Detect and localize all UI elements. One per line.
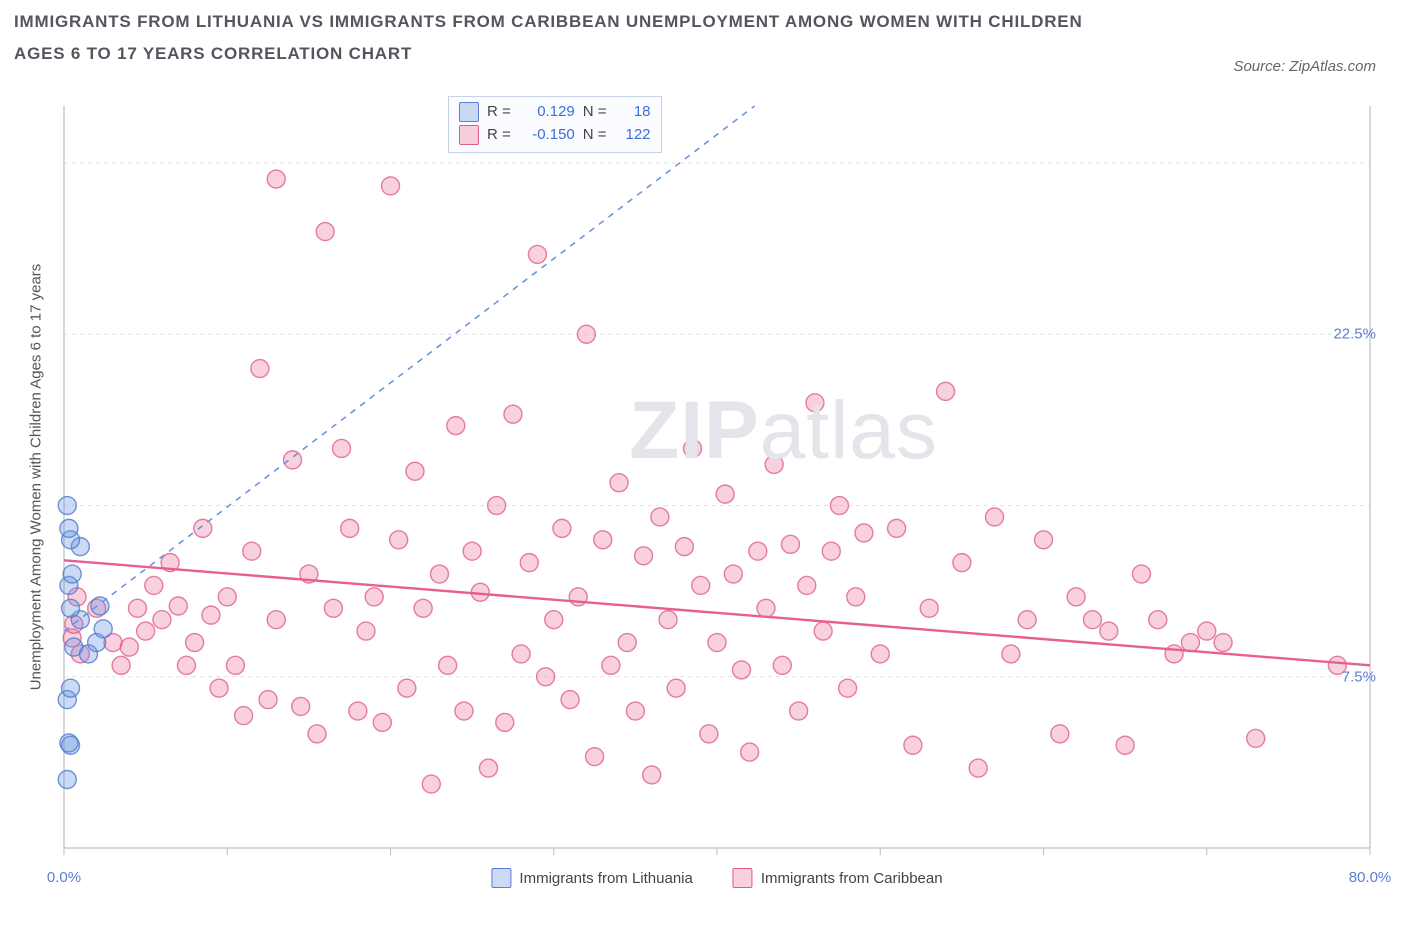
legend-item-lithuania: Immigrants from Lithuania [491,868,692,888]
r-label: R = [487,101,511,124]
legend-row-lithuania: R = 0.129 N = 18 [459,101,651,124]
y-tick-label: 22.5% [1333,326,1376,343]
y-tick-label: 7.5% [1342,668,1376,685]
correlation-legend: R = 0.129 N = 18 R = -0.150 N = 122 [448,96,662,153]
r-label: R = [487,124,511,147]
series-legend: Immigrants from Lithuania Immigrants fro… [491,868,942,888]
chart-title: IMMIGRANTS FROM LITHUANIA VS IMMIGRANTS … [14,6,1094,71]
y-axis-label: Unemployment Among Women with Children A… [28,264,45,691]
n-label: N = [583,124,607,147]
source-attribution: Source: ZipAtlas.com [1233,58,1376,75]
swatch-lithuania [459,102,479,122]
r-value-caribbean: -0.150 [519,124,575,147]
scatter-plot [52,96,1382,858]
n-label: N = [583,101,607,124]
n-value-caribbean: 122 [615,124,651,147]
legend-label-lithuania: Immigrants from Lithuania [519,870,692,887]
legend-label-caribbean: Immigrants from Caribbean [761,870,943,887]
x-tick-label: 80.0% [1349,869,1392,886]
x-tick-label: 0.0% [47,869,81,886]
chart-area: Unemployment Among Women with Children A… [52,96,1382,858]
swatch-caribbean [459,125,479,145]
r-value-lithuania: 0.129 [519,101,575,124]
swatch-caribbean [733,868,753,888]
swatch-lithuania [491,868,511,888]
legend-item-caribbean: Immigrants from Caribbean [733,868,943,888]
n-value-lithuania: 18 [615,101,651,124]
legend-row-caribbean: R = -0.150 N = 122 [459,124,651,147]
